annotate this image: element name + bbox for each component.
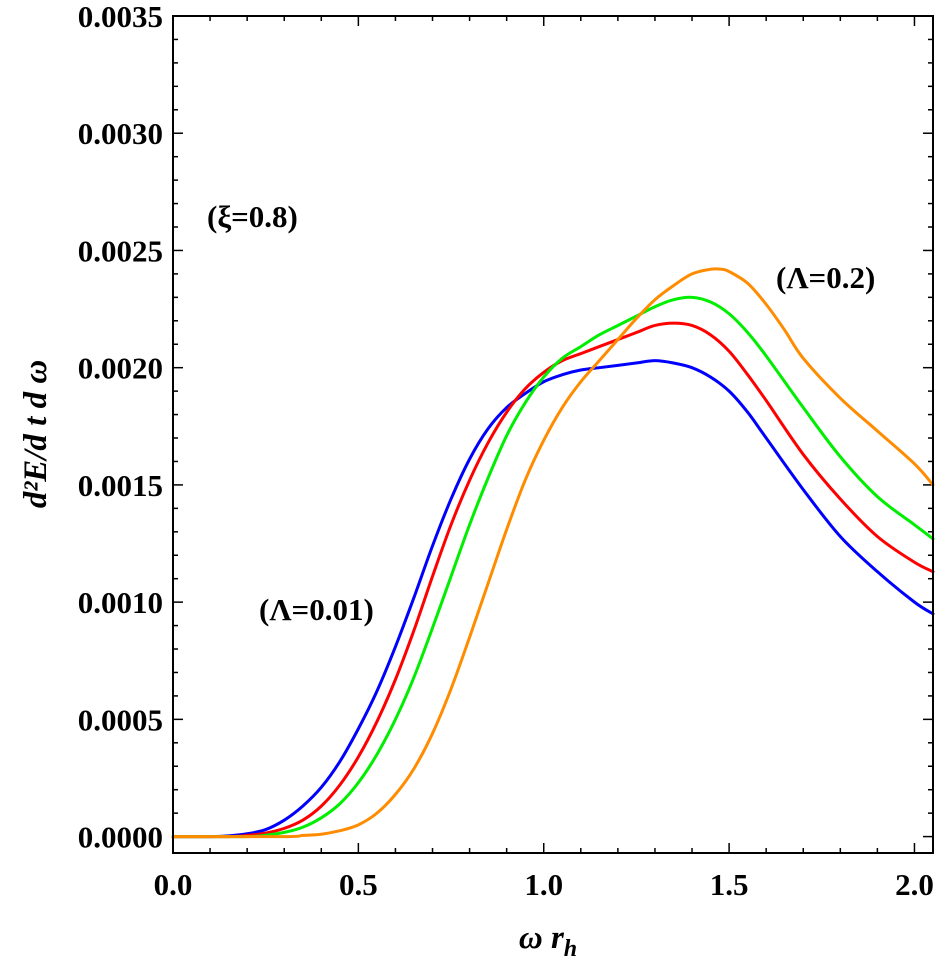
y-tick-label: 0.0005 — [78, 702, 163, 737]
plot-frame — [172, 15, 934, 854]
annotation-lambda-min: (Λ=0.01) — [259, 592, 374, 627]
x-axis-title-subscript: h — [564, 936, 577, 961]
x-axis-title-main: ω r — [519, 920, 565, 956]
annotation-lambda-max: (Λ=0.2) — [776, 260, 875, 295]
series-line-1 — [171, 321, 935, 839]
series-line-0 — [171, 359, 935, 839]
series-line-3 — [171, 267, 935, 839]
x-tick-label: 1.0 — [524, 867, 563, 902]
y-tick-label: 0.0010 — [78, 585, 163, 620]
y-axis-title: d²E/d t d ω — [18, 360, 54, 508]
y-tick-labels: 0.0000 0.0005 0.0010 0.0015 0.0020 0.002… — [78, 0, 163, 855]
x-tick-labels: 0.0 0.5 1.0 1.5 2.0 — [154, 867, 934, 902]
x-tick-label: 2.0 — [895, 867, 934, 902]
y-tick-label: 0.0025 — [78, 233, 163, 268]
x-tick-label: 1.5 — [710, 867, 749, 902]
y-tick-label: 0.0030 — [78, 116, 163, 151]
series-line-2 — [171, 295, 935, 839]
series-layer — [171, 267, 935, 839]
y-tick-label: 0.0020 — [78, 351, 163, 386]
annotation-xi: (ξ=0.8) — [207, 199, 298, 234]
axis-ticks — [172, 15, 933, 853]
x-axis-title: ω rh — [519, 920, 577, 961]
y-tick-label: 0.0000 — [78, 820, 163, 855]
x-tick-label: 0.0 — [154, 867, 193, 902]
y-tick-label: 0.0035 — [78, 0, 163, 34]
y-tick-label: 0.0015 — [78, 468, 163, 503]
x-tick-label: 0.5 — [339, 867, 378, 902]
